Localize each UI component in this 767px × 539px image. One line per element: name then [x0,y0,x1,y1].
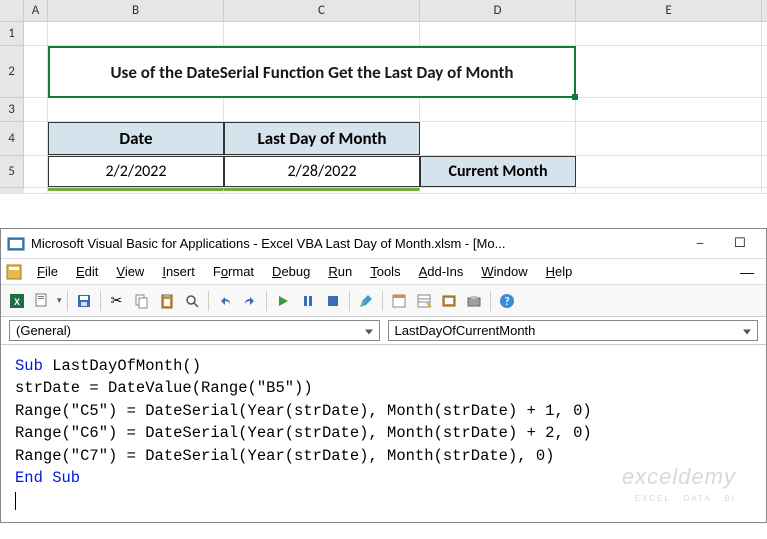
cell-lastday-value[interactable]: 2/28/2022 [224,156,420,187]
menu-file[interactable]: File [29,261,66,282]
code-sub-name: LastDayOfMonth() [43,357,201,375]
design-mode-icon[interactable] [355,290,377,312]
svg-text:X: X [14,295,20,308]
col-header-B[interactable]: B [48,0,224,21]
menu-format[interactable]: Format [205,261,262,282]
vba-editor-window: Microsoft Visual Basic for Applications … [0,228,767,523]
menu-window[interactable]: Window [473,261,535,282]
row-header-2[interactable]: 2 [0,46,24,98]
menu-addins[interactable]: Add-Ins [411,261,472,282]
mdi-minimize-button[interactable]: — [732,261,762,283]
excel-view-icon[interactable]: X [7,290,29,312]
maximize-button[interactable]: ☐ [720,231,760,257]
object-browser-icon[interactable] [438,290,460,312]
code-line-3: Range("C5") = DateSerial(Year(strDate), … [15,400,752,422]
properties-icon[interactable] [413,290,435,312]
row-header-4[interactable]: 4 [0,122,24,156]
vba-dropdowns: (General) LastDayOfCurrentMonth [1,317,766,345]
row-header-1[interactable]: 1 [0,22,24,46]
menu-help[interactable]: Help [538,261,581,282]
save-icon[interactable] [73,290,95,312]
undo-icon[interactable] [214,290,236,312]
code-line-4: Range("C6") = DateSerial(Year(strDate), … [15,422,752,444]
menu-run[interactable]: Run [320,261,360,282]
cell-date-value[interactable]: 2/2/2022 [48,156,224,187]
object-combo[interactable]: (General) [9,320,380,341]
paste-icon[interactable] [156,290,178,312]
menu-debug[interactable]: Debug [264,261,318,282]
run-icon[interactable] [272,290,294,312]
code-keyword-sub: Sub [15,357,43,375]
stop-icon[interactable] [322,290,344,312]
col-header-C[interactable]: C [224,0,420,21]
select-all-corner[interactable] [0,0,24,21]
menu-view[interactable]: View [108,261,152,282]
vba-app-icon [7,235,25,253]
row-header-3[interactable]: 3 [0,98,24,122]
toolbox-icon[interactable] [463,290,485,312]
insert-dropdown-icon[interactable] [32,290,54,312]
menu-edit[interactable]: Edit [68,261,106,282]
svg-text:?: ? [504,295,509,308]
find-icon[interactable] [181,290,203,312]
procedure-combo[interactable]: LastDayOfCurrentMonth [388,320,759,341]
header-date[interactable]: Date [48,122,224,155]
header-lastday[interactable]: Last Day of Month [224,122,420,155]
grid-cells[interactable]: Date Last Day of Month 2/2/2022 2/28/202… [24,22,767,194]
copy-icon[interactable] [131,290,153,312]
redo-icon[interactable] [239,290,261,312]
text-cursor [15,492,16,510]
column-headers: A B C D E [0,0,767,22]
vba-toolbar: X ▾ ✂ ? [1,285,766,317]
vba-menubar: File Edit View Insert Format Debug Run T… [1,259,766,285]
help-icon[interactable]: ? [496,290,518,312]
row-headers: 1 2 3 4 5 [0,22,24,194]
col-header-E[interactable]: E [576,0,762,21]
col-header-A[interactable]: A [24,0,48,21]
code-line-2: strDate = DateValue(Range("B5")) [15,377,752,399]
vba-titlebar[interactable]: Microsoft Visual Basic for Applications … [1,229,766,259]
row-header-5[interactable]: 5 [0,156,24,188]
code-keyword-endsub: End Sub [15,467,752,489]
code-line-5: Range("C7") = DateSerial(Year(strDate), … [15,445,752,467]
vba-system-icon[interactable] [5,263,23,281]
col-header-D[interactable]: D [420,0,576,21]
cell-current-month-label[interactable]: Current Month [420,156,576,187]
cut-icon[interactable]: ✂ [106,290,128,312]
menu-tools[interactable]: Tools [362,261,408,282]
vba-window-title: Microsoft Visual Basic for Applications … [31,236,680,251]
menu-insert[interactable]: Insert [154,261,203,282]
project-explorer-icon[interactable] [388,290,410,312]
minimize-button[interactable]: ─ [680,231,720,257]
code-pane[interactable]: Sub LastDayOfMonth() strDate = DateValue… [1,345,766,522]
title-merged-cell[interactable]: Use of the DateSerial Function Get the L… [48,46,576,98]
pause-icon[interactable] [297,290,319,312]
